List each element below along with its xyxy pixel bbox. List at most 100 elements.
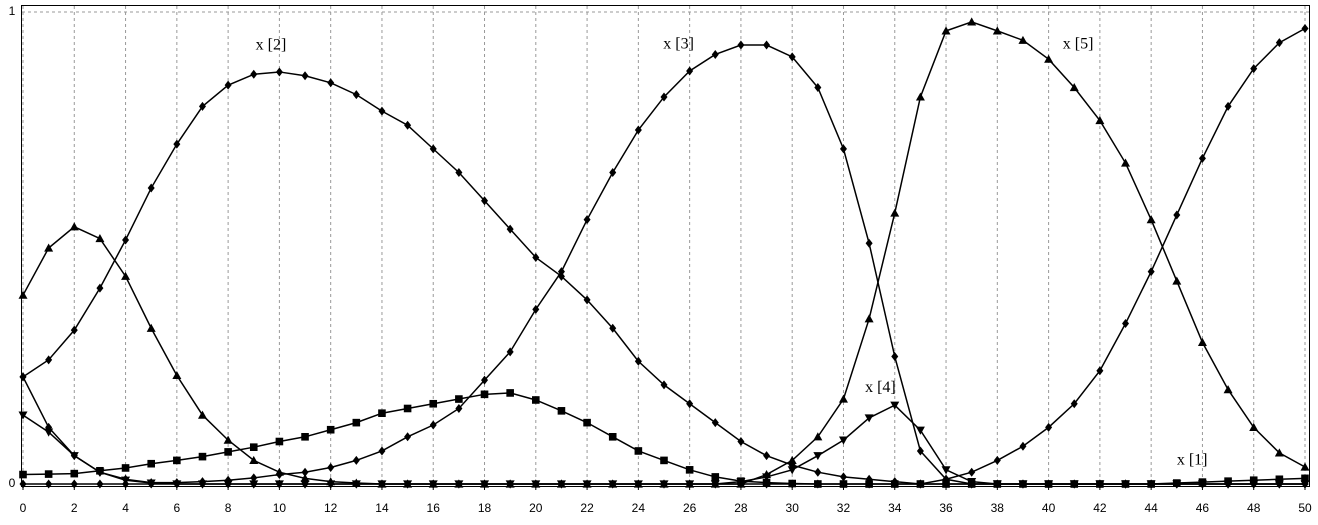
point-marker — [890, 480, 899, 488]
point-marker — [506, 347, 514, 357]
point-marker — [378, 409, 386, 417]
point-marker — [172, 480, 182, 489]
point-marker — [1274, 480, 1284, 489]
annotation: x [1] — [1177, 452, 1208, 469]
point-marker — [224, 80, 232, 90]
point-marker — [69, 452, 79, 461]
point-marker — [608, 480, 618, 489]
point-marker — [19, 372, 27, 382]
point-marker — [404, 120, 412, 130]
annotation: x [5] — [1063, 36, 1094, 53]
point-marker — [583, 215, 591, 225]
point-marker — [378, 446, 386, 456]
point-marker — [223, 435, 233, 444]
point-marker — [891, 352, 899, 362]
point-marker — [1122, 319, 1130, 329]
point-marker — [301, 467, 309, 477]
point-marker — [890, 208, 900, 217]
point-marker — [351, 480, 361, 489]
point-marker — [1301, 474, 1309, 483]
point-marker — [736, 478, 746, 487]
x-tick-label: 16 — [427, 501, 441, 515]
point-marker — [813, 452, 823, 461]
point-marker — [814, 83, 822, 93]
x-tick-label: 36 — [939, 501, 953, 515]
x-tick-label: 2 — [71, 501, 78, 515]
point-marker — [352, 455, 360, 465]
point-marker — [659, 480, 669, 489]
point-marker — [70, 325, 78, 335]
point-marker — [1274, 448, 1284, 457]
point-marker — [582, 480, 592, 489]
point-marker — [838, 394, 848, 403]
x-tick-label: 50 — [1298, 501, 1312, 515]
point-marker — [95, 468, 105, 477]
x-tick-label: 28 — [734, 501, 748, 515]
point-marker — [121, 464, 130, 472]
point-marker — [711, 418, 719, 428]
point-marker — [198, 452, 207, 461]
point-marker — [481, 375, 489, 385]
x-tick-label: 46 — [1196, 501, 1210, 515]
point-marker — [44, 428, 54, 437]
point-marker — [814, 467, 822, 477]
point-marker — [1147, 267, 1155, 277]
point-marker — [737, 40, 745, 50]
point-marker — [864, 314, 874, 323]
point-marker — [250, 473, 258, 483]
point-marker — [95, 234, 105, 243]
x-tick-label: 22 — [580, 501, 594, 515]
point-marker — [198, 101, 206, 111]
point-marker — [506, 224, 514, 234]
point-marker — [686, 399, 694, 409]
point-marker — [44, 243, 54, 252]
point-marker — [762, 473, 772, 482]
point-marker — [993, 455, 1001, 465]
point-marker — [788, 479, 796, 488]
point-marker — [609, 167, 617, 177]
point-marker — [455, 395, 463, 403]
point-marker — [506, 389, 514, 397]
point-marker — [326, 425, 335, 434]
point-marker — [429, 399, 438, 408]
point-marker — [300, 473, 310, 482]
point-marker — [1250, 64, 1258, 74]
point-marker — [96, 283, 104, 293]
x-tick-label: 10 — [273, 501, 287, 515]
point-marker — [377, 480, 387, 489]
point-marker — [556, 480, 566, 489]
point-marker — [172, 370, 182, 380]
point-marker — [44, 470, 53, 478]
x-tick-label: 18 — [478, 501, 492, 515]
point-marker — [18, 290, 28, 299]
point-marker — [788, 52, 796, 62]
point-marker — [480, 480, 490, 489]
point-marker — [1249, 480, 1259, 489]
point-marker — [710, 480, 720, 489]
point-marker — [275, 437, 284, 446]
point-marker — [609, 323, 617, 333]
point-marker — [1070, 399, 1078, 409]
point-marker — [838, 436, 848, 445]
point-marker — [634, 447, 643, 455]
point-marker — [455, 403, 463, 413]
point-marker — [941, 26, 951, 35]
point-marker — [352, 418, 361, 427]
point-marker — [1018, 35, 1028, 44]
point-marker — [839, 144, 847, 154]
point-marker — [557, 267, 565, 277]
point-marker — [941, 466, 951, 475]
point-marker — [864, 414, 874, 423]
point-marker — [249, 480, 259, 489]
point-marker — [327, 462, 335, 472]
point-marker — [70, 479, 78, 489]
point-marker — [762, 478, 771, 487]
point-marker — [147, 459, 155, 468]
point-marker — [1095, 116, 1105, 125]
point-marker — [197, 410, 207, 419]
x-tick-label: 0 — [20, 501, 27, 515]
point-marker — [429, 420, 437, 430]
point-marker — [968, 467, 976, 477]
point-marker — [1197, 480, 1207, 489]
